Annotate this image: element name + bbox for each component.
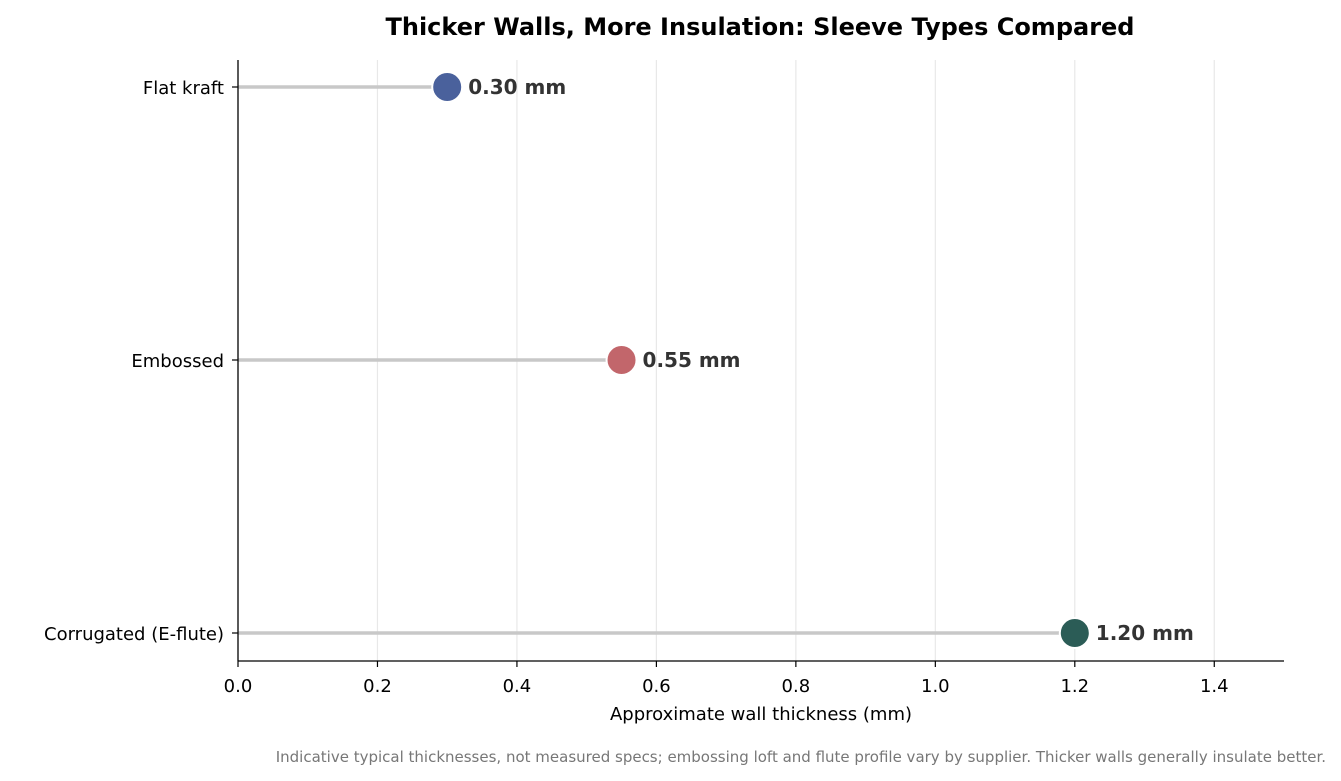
x-tick-label-4: 0.8: [782, 676, 811, 697]
marker-2: [1058, 617, 1091, 649]
marker-1: [605, 344, 638, 376]
x-ticks: 0.0 0.2 0.4 0.6 0.8 1.0 1.2 1.4: [224, 661, 1229, 697]
marker-0: [431, 71, 464, 103]
value-label-1: 0.55 mm: [643, 348, 741, 372]
chart-title: Thicker Walls, More Insulation: Sleeve T…: [386, 13, 1135, 41]
stems: [238, 85, 1075, 635]
x-tick-label-5: 1.0: [921, 676, 950, 697]
y-tick-label-2: Corrugated (E-flute): [44, 624, 224, 645]
x-tick-label-2: 0.4: [503, 676, 532, 697]
x-tick-label-3: 0.6: [642, 676, 671, 697]
y-tick-label-0: Flat kraft: [143, 78, 224, 99]
gridlines: [376, 60, 1215, 661]
x-axis-label: Approximate wall thickness (mm): [610, 704, 912, 725]
value-labels: 0.30 mm 0.55 mm 1.20 mm: [468, 75, 1194, 645]
y-ticks: Flat kraft Embossed Corrugated (E-flute): [44, 78, 238, 645]
value-label-2: 1.20 mm: [1096, 621, 1194, 645]
value-label-0: 0.30 mm: [468, 75, 566, 99]
footnote: Indicative typical thicknesses, not meas…: [276, 748, 1326, 766]
y-tick-label-1: Embossed: [131, 351, 224, 372]
markers: [431, 71, 1091, 649]
x-tick-label-7: 1.4: [1200, 676, 1229, 697]
x-tick-label-1: 0.2: [363, 676, 392, 697]
x-tick-label-6: 1.2: [1060, 676, 1089, 697]
x-tick-label-0: 0.0: [224, 676, 253, 697]
